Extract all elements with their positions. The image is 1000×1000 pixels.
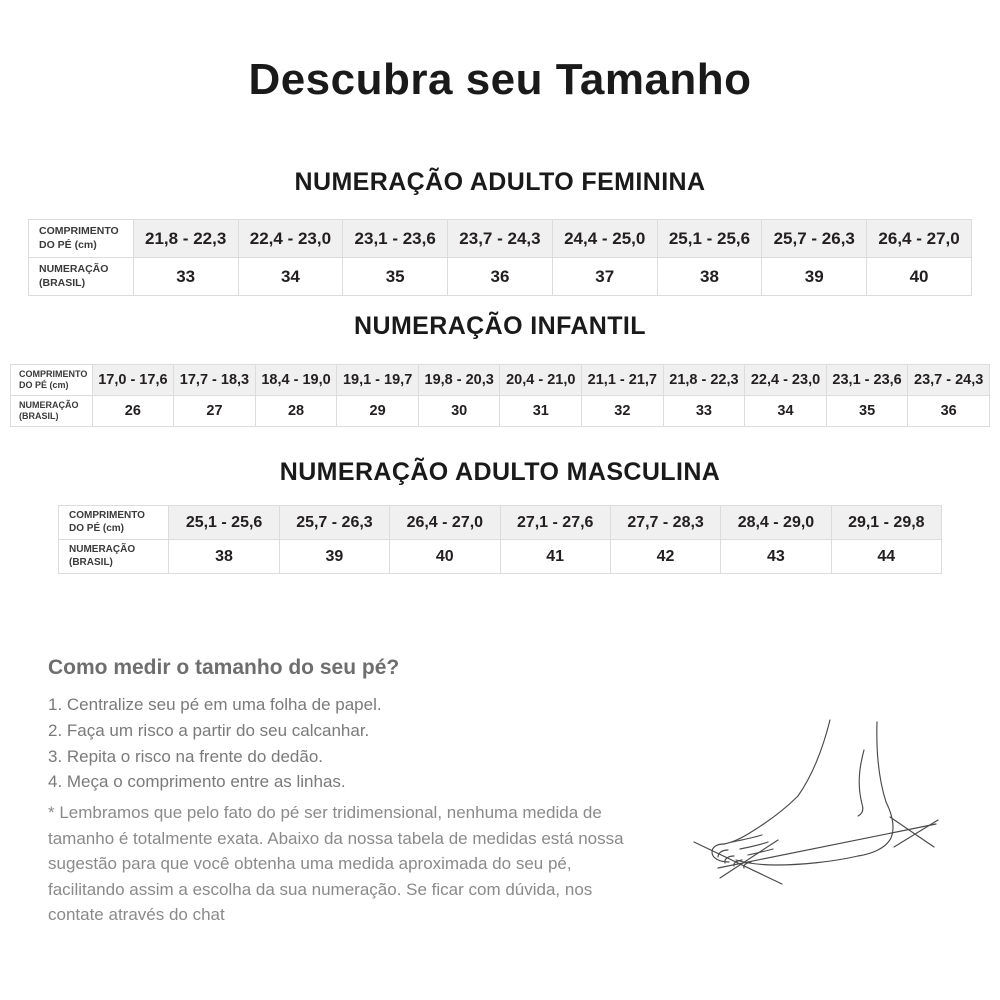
howto-step: 2. Faça um risco a partir do seu calcanh… <box>48 720 370 740</box>
cell-size: 39 <box>761 257 868 296</box>
cell-length: 25,7 - 26,3 <box>761 219 868 258</box>
cell-size: 38 <box>656 257 763 296</box>
table-row-size: NUMERAÇÃO (BRASIL) 26 27 28 29 30 31 32 33 34 35 3… <box>10 395 990 427</box>
cell-size: 40 <box>866 257 972 296</box>
table-row-length: COMPRIMENTO DO PÉ (cm) 17,0 - 17,6 17,7 -… <box>10 364 990 396</box>
cell-length: 27,7 - 28,3 <box>609 505 722 540</box>
disclaimer-text: * Lembramos que pelo fato do pé ser trid… <box>48 803 624 924</box>
cell-size: 43 <box>720 539 832 574</box>
cell-length: 26,4 - 27,0 <box>389 505 501 540</box>
cell-size: 35 <box>342 257 449 296</box>
cell-size: 42 <box>609 539 722 574</box>
cell-size: 33 <box>132 257 239 296</box>
page-title: Descubra seu Tamanho <box>248 55 752 104</box>
cell-length: 21,8 - 22,3 <box>132 219 239 258</box>
section-heading-masculina: NUMERAÇÃO ADULTO MASCULINA <box>279 458 721 486</box>
howto-step: 4. Meça o comprimento entre as linhas. <box>48 772 346 792</box>
cell-length: 23,1 - 23,6 <box>825 364 909 396</box>
foot-measurement-diagram-icon <box>693 719 939 885</box>
cell-size: 31 <box>499 395 583 427</box>
cell-size: 27 <box>173 395 256 427</box>
row-label-size: NUMERAÇÃO (BRASIL) <box>10 395 93 427</box>
howto-step: 1. Centralize seu pé em uma folha de pap… <box>48 695 382 714</box>
cell-size: 34 <box>744 395 827 427</box>
howto-step: 3. Repita o risco na frente do dedão. <box>48 746 324 766</box>
cell-length: 29,1 - 29,8 <box>830 505 943 540</box>
cell-length: 25,7 - 26,3 <box>278 505 391 540</box>
howto-title: Como medir o tamanho do seu pé? <box>48 656 400 679</box>
cell-length: 19,1 - 19,7 <box>336 364 419 396</box>
row-label-size: NUMERAÇÃO (BRASIL) <box>57 539 170 574</box>
cell-length: 17,0 - 17,6 <box>91 364 175 396</box>
cell-length: 22,4 - 23,0 <box>744 364 827 396</box>
cell-length: 17,7 - 18,3 <box>173 364 256 396</box>
cell-size: 26 <box>91 395 175 427</box>
row-label-size-line1: NUMERAÇÃO <box>19 399 79 410</box>
cell-size: 40 <box>389 539 501 574</box>
size-table-infantil: COMPRIMENTO DO PÉ (cm) 17,0 - 17,6 17,7 -… <box>10 364 990 427</box>
cell-length: 21,1 - 21,7 <box>581 364 664 396</box>
cell-length: 25,1 - 25,6 <box>656 219 763 258</box>
row-label-length-line2: DO PÉ (cm) <box>19 380 69 390</box>
row-label-size-line2: (BRASIL) <box>39 276 86 289</box>
cell-length: 27,1 - 27,6 <box>499 505 611 540</box>
cell-size: 39 <box>278 539 391 574</box>
row-label-size-line2: (BRASIL) <box>69 556 113 568</box>
cell-size: 38 <box>168 539 280 574</box>
cell-size: 41 <box>499 539 611 574</box>
cell-size: 33 <box>662 395 746 427</box>
row-label-length-line2: DO PÉ (cm) <box>69 522 125 534</box>
row-label-length: COMPRIMENTO DO PÉ (cm) <box>57 505 170 540</box>
row-label-length: COMPRIMENTO DO PÉ (cm) <box>10 364 93 396</box>
row-label-size-line1: NUMERAÇÃO <box>69 544 136 555</box>
cell-size: 37 <box>551 257 658 296</box>
cell-size: 30 <box>417 395 501 427</box>
cell-length: 23,7 - 24,3 <box>907 364 990 396</box>
size-table-feminina: COMPRIMENTO DO PÉ (cm) 21,8 - 22,3 22,4 -… <box>28 219 972 296</box>
cell-size: 36 <box>907 395 990 427</box>
table-row-size: NUMERAÇÃO (BRASIL) 38 39 40 41 42 43 44 <box>57 539 943 574</box>
cell-size: 28 <box>254 395 338 427</box>
cell-length: 18,4 - 19,0 <box>254 364 338 396</box>
cell-size: 35 <box>825 395 909 427</box>
cell-size: 29 <box>336 395 419 427</box>
cell-length: 26,4 - 27,0 <box>866 219 972 258</box>
row-label-length-line2: DO PÉ (cm) <box>39 238 97 251</box>
row-label-size-line1: NUMERAÇÃO <box>39 263 109 276</box>
cell-length: 23,7 - 24,3 <box>447 219 553 258</box>
cell-length: 20,4 - 21,0 <box>499 364 583 396</box>
section-heading-feminina: NUMERAÇÃO ADULTO FEMININA <box>294 168 706 196</box>
cell-length: 23,1 - 23,6 <box>342 219 449 258</box>
cell-size: 34 <box>237 257 344 296</box>
row-label-length-line1: COMPRIMENTO <box>69 510 145 521</box>
row-label-length: COMPRIMENTO DO PÉ (cm) <box>28 219 134 258</box>
table-row-length: COMPRIMENTO DO PÉ (cm) 21,8 - 22,3 22,4 -… <box>28 219 972 258</box>
section-heading-infantil: NUMERAÇÃO INFANTIL <box>354 312 646 340</box>
cell-length: 19,8 - 20,3 <box>417 364 501 396</box>
cell-size: 32 <box>581 395 664 427</box>
cell-length: 21,8 - 22,3 <box>662 364 746 396</box>
table-row-length: COMPRIMENTO DO PÉ (cm) 25,1 - 25,6 25,7 -… <box>57 505 943 540</box>
cell-length: 24,4 - 25,0 <box>551 219 658 258</box>
row-label-length-line1: COMPRIMENTO <box>39 225 119 238</box>
table-row-size: NUMERAÇÃO (BRASIL) 33 34 35 36 37 38 39 40 <box>28 257 972 296</box>
cell-size: 44 <box>830 539 943 574</box>
row-label-size-line2: (BRASIL) <box>19 411 59 421</box>
row-label-length-line1: COMPRIMENTO <box>19 368 88 379</box>
howto-steps-list: 1. Centralize seu pé em uma folha de pap… <box>48 692 568 795</box>
cell-length: 25,1 - 25,6 <box>168 505 280 540</box>
size-table-masculina: COMPRIMENTO DO PÉ (cm) 25,1 - 25,6 25,7 -… <box>57 505 943 574</box>
cell-length: 22,4 - 23,0 <box>237 219 344 258</box>
row-label-size: NUMERAÇÃO (BRASIL) <box>28 257 134 296</box>
cell-size: 36 <box>447 257 553 296</box>
cell-length: 28,4 - 29,0 <box>720 505 832 540</box>
